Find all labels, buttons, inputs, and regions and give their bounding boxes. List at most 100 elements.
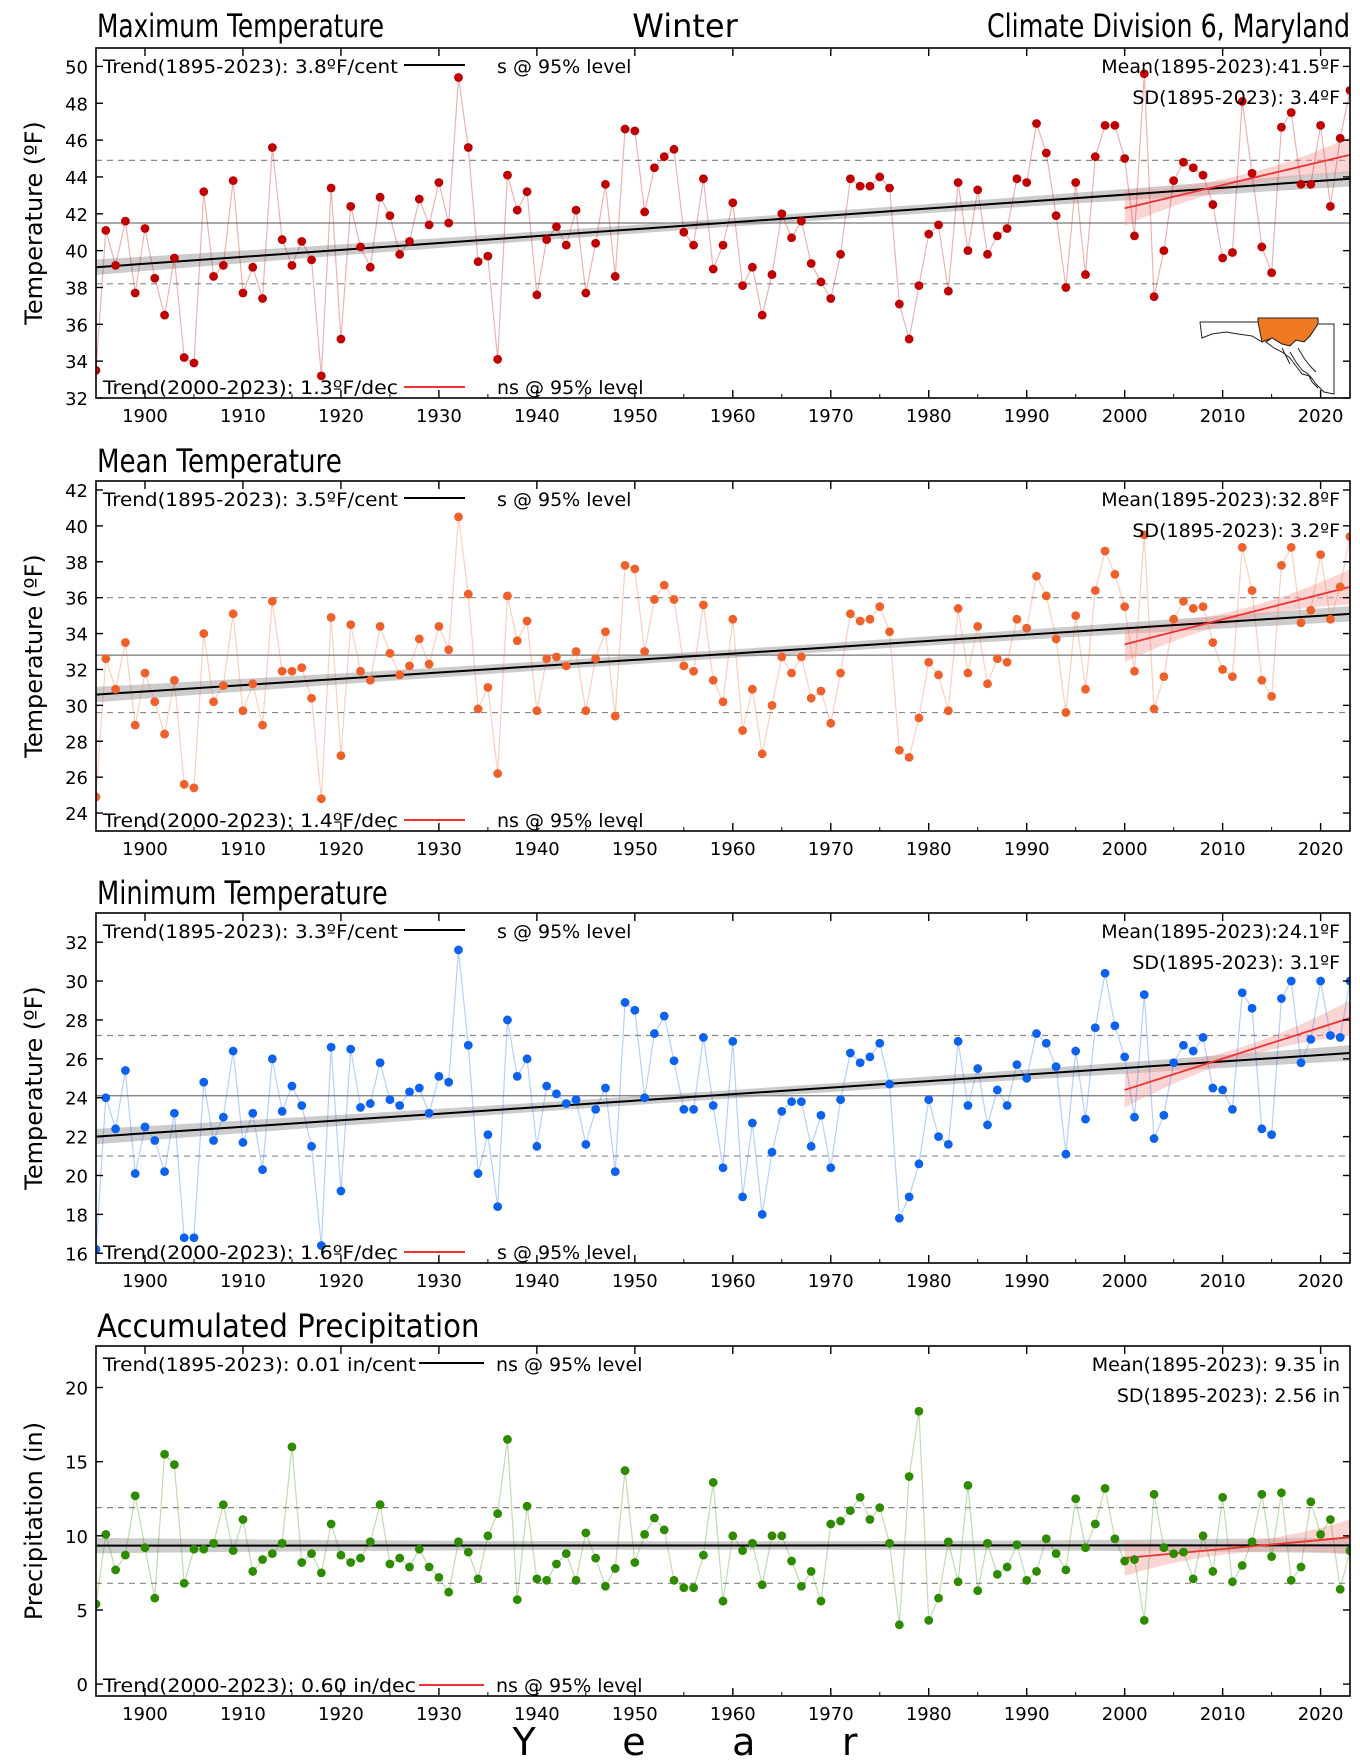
data-point (464, 1041, 473, 1050)
y-tick-label: 5 (77, 1601, 88, 1622)
data-point (1022, 624, 1031, 633)
data-point (572, 206, 581, 215)
data-point (562, 661, 571, 670)
sd-text: SD(1895-2023): 3.2ºF (1132, 520, 1340, 542)
data-point (1248, 1537, 1257, 1546)
data-point (660, 152, 669, 161)
data-point (1042, 591, 1051, 600)
data-point (268, 143, 277, 152)
header-left-title: Maximum Temperature (97, 7, 384, 45)
data-point (219, 1113, 228, 1122)
x-tick-label: 2000 (1102, 839, 1148, 860)
x-tick-label: 1920 (318, 406, 364, 427)
y-tick-label: 38 (65, 553, 88, 574)
sd-text: SD(1895-2023): 3.4ºF (1132, 87, 1340, 109)
data-point (1287, 1576, 1296, 1585)
data-point (650, 163, 659, 172)
data-point (787, 1097, 796, 1106)
data-point (807, 1567, 816, 1576)
data-point (239, 289, 248, 298)
data-point (679, 1583, 688, 1592)
data-point (1248, 586, 1257, 595)
data-point (297, 663, 306, 672)
data-point (317, 794, 326, 803)
data-point (817, 278, 826, 287)
data-point (219, 261, 228, 270)
data-point (425, 1563, 434, 1572)
data-point (1316, 1530, 1325, 1539)
y-tick-label: 24 (65, 1089, 88, 1110)
data-point (1003, 224, 1012, 233)
data-point (601, 627, 610, 636)
data-point (973, 1064, 982, 1073)
data-point (532, 706, 541, 715)
data-point (434, 1573, 443, 1582)
data-point (660, 581, 669, 590)
data-point (670, 1056, 679, 1065)
x-tick-label: 1980 (906, 406, 952, 427)
y-tick-label: 40 (65, 242, 88, 263)
data-point (395, 1554, 404, 1563)
data-point (444, 1078, 453, 1087)
y-tick-label: 24 (65, 804, 88, 825)
data-point (875, 173, 884, 182)
data-point (954, 1037, 963, 1046)
data-point (1140, 1616, 1149, 1625)
y-axis-label: Temperature (ºF) (20, 121, 48, 326)
data-point (395, 250, 404, 259)
data-point (660, 1012, 669, 1021)
x-tick-label: 2010 (1200, 406, 1246, 427)
data-point (160, 730, 169, 739)
y-tick-label: 26 (65, 768, 88, 789)
data-point (1277, 123, 1286, 132)
data-point (1169, 1549, 1178, 1558)
data-point (503, 591, 512, 600)
data-point (376, 622, 385, 631)
data-point (611, 712, 620, 721)
data-point (503, 1435, 512, 1444)
data-point (111, 1566, 120, 1575)
data-point (405, 1563, 414, 1572)
data-point (885, 1539, 894, 1548)
data-point (327, 184, 336, 193)
data-point (376, 1058, 385, 1067)
x-tick-label: 1910 (220, 1704, 266, 1725)
data-point (444, 1588, 453, 1597)
mean-text: Mean(1895-2023):24.1ºF (1101, 921, 1340, 943)
data-point (405, 237, 414, 246)
x-tick-label: 1930 (416, 1271, 462, 1292)
data-point (278, 1107, 287, 1116)
x-tick-label: 1950 (612, 1271, 658, 1292)
y-tick-label: 0 (77, 1675, 88, 1696)
data-point (131, 289, 140, 298)
data-point (190, 1545, 199, 1554)
data-point (1316, 550, 1325, 559)
x-tick-label: 1960 (710, 1271, 756, 1292)
data-point (523, 617, 532, 626)
data-point (356, 667, 365, 676)
trend-recent-sig-text: ns @ 95% level (496, 1675, 642, 1697)
data-point (748, 1119, 757, 1128)
data-point (474, 1574, 483, 1583)
data-point (532, 290, 541, 299)
data-point (905, 335, 914, 344)
mean-text: Mean(1895-2023):41.5ºF (1101, 56, 1340, 78)
x-tick-label: 1940 (514, 406, 560, 427)
data-point (601, 180, 610, 189)
data-point (934, 670, 943, 679)
data-point (278, 1539, 287, 1548)
data-point (621, 125, 630, 134)
data-point (503, 171, 512, 180)
data-point (1189, 163, 1198, 172)
x-tick-label: 2010 (1200, 1704, 1246, 1725)
data-point (493, 355, 502, 364)
data-point (1257, 676, 1266, 685)
trend-recent-sig-text: s @ 95% level (497, 1242, 631, 1264)
data-point (777, 652, 786, 661)
data-point (542, 1576, 551, 1585)
data-point (327, 1043, 336, 1052)
